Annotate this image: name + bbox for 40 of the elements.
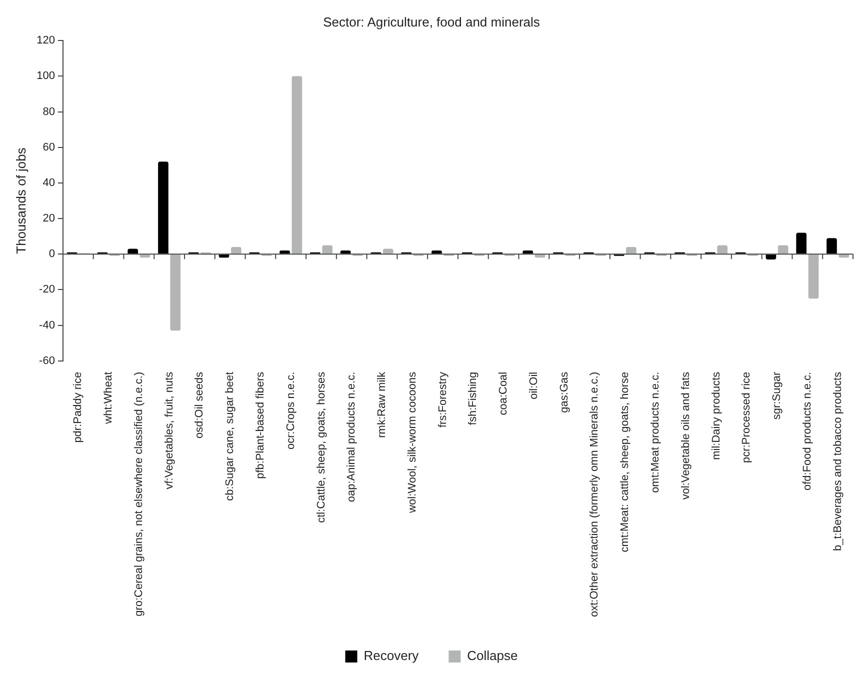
x-tick-label: oap:Animal products n.e.c. — [346, 372, 358, 502]
x-tick-label: gas:Gas — [558, 371, 570, 413]
chart-title: Sector: Agriculture, food and minerals — [323, 14, 540, 30]
legend-label: Recovery — [364, 648, 420, 664]
x-tick-label: coa:Coal — [498, 372, 510, 416]
x-tick-label: pcr:Processed rice — [740, 372, 753, 463]
y-tick-label: 100 — [36, 70, 55, 82]
x-tick-label: wht:Wheat — [102, 372, 115, 425]
y-tick-label: 60 — [42, 141, 55, 154]
x-tick-label: omt:Meat products n.e.c. — [650, 372, 662, 493]
y-tick-label: 20 — [42, 212, 55, 225]
x-tick-label: cb:Sugar cane, sugar beet — [224, 372, 236, 501]
x-tick-label: rmk:Raw milk — [376, 371, 388, 438]
x-tick-label: gro:Cereal grains, not elsewhere classified (n.e.c.) — [132, 372, 145, 616]
x-tick-label: oil:Oil — [528, 372, 540, 400]
x-tick-label: pfb:Plant-based fibers — [254, 371, 266, 479]
x-tick-label: pdr:Paddy rice — [72, 372, 84, 443]
x-tick-label: ofd:Food products n.e.c. — [801, 372, 814, 491]
legend-label: Collapse — [467, 648, 518, 664]
y-axis-title: Thousands of jobs — [13, 147, 28, 254]
x-tick-label: ctl:Cattle, sheep, goats, horses — [315, 371, 328, 523]
y-tick-label: 120 — [36, 34, 55, 47]
y-tick-label: -20 — [39, 284, 55, 296]
y-tick-label: 0 — [48, 248, 55, 260]
x-tick-label: ocr:Crops n.e.c. — [284, 372, 297, 450]
x-tick-label: sgr:Sugar — [771, 372, 784, 420]
x-tick-label: fsh:Fishing — [467, 372, 480, 426]
x-tick-label: vf:Vegetables, fruit, nuts — [163, 371, 176, 490]
x-tick-label: frs:Forestry — [436, 371, 449, 428]
y-tick-label: 80 — [42, 106, 55, 118]
x-tick-label: mil:Dairy products — [710, 371, 722, 460]
x-tick-label: b_t:Beverages and tobacco products — [832, 371, 844, 552]
y-tick-label: -60 — [39, 354, 55, 367]
x-tick-label: oxt:Other extraction (formerly omn Minerals n.e.c.) — [588, 372, 601, 618]
x-tick-label: cmt:Meat: cattle, sheep, goats, horse — [619, 372, 632, 552]
x-tick-label: osd:Oil seeds — [194, 371, 206, 439]
y-tick-label: -40 — [39, 319, 55, 332]
x-tick-label: vol:Vegetable oils and fats — [680, 371, 692, 500]
x-tick-label: wol:Wool, silk-worm cocoons — [406, 371, 418, 514]
y-tick-label: 40 — [42, 176, 55, 189]
